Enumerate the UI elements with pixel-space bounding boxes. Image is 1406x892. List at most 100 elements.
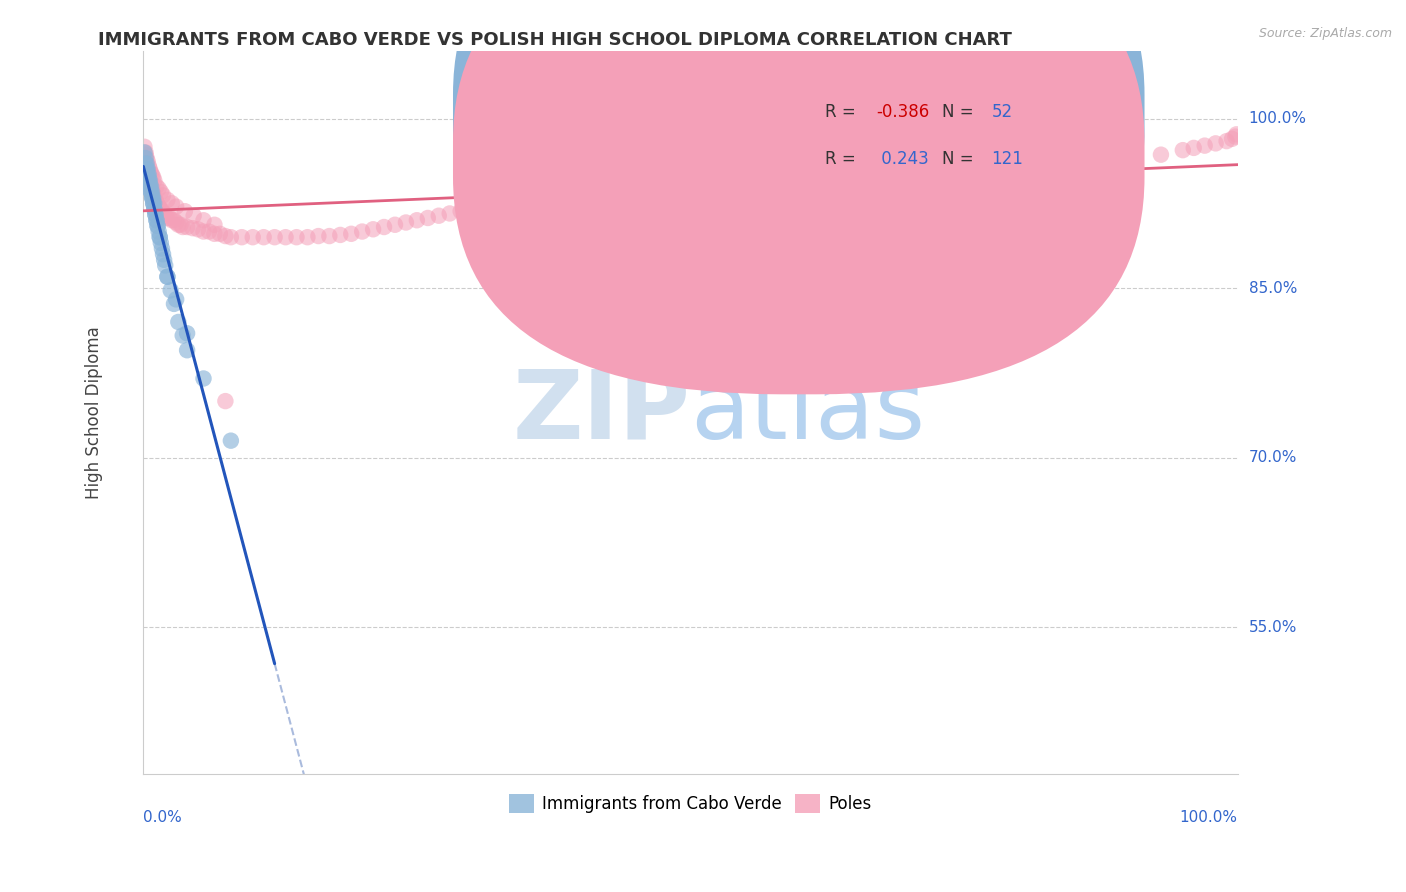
Point xyxy=(756,185,779,199)
Point xyxy=(208,227,231,241)
Point xyxy=(183,209,205,223)
Point xyxy=(152,188,174,202)
Point xyxy=(395,215,418,229)
Point xyxy=(139,162,162,177)
Point xyxy=(142,185,165,199)
Point xyxy=(142,191,165,205)
Point xyxy=(143,193,166,207)
Point xyxy=(193,371,215,385)
Point xyxy=(1225,129,1247,144)
Point xyxy=(548,202,571,216)
Point xyxy=(139,174,162,188)
Point xyxy=(167,218,190,232)
Point xyxy=(135,157,157,171)
Point xyxy=(141,181,163,195)
Point xyxy=(159,283,181,297)
Point xyxy=(187,222,209,236)
Point xyxy=(136,162,159,177)
Point xyxy=(156,211,179,225)
Point xyxy=(439,206,461,220)
Point xyxy=(150,204,173,219)
Point xyxy=(204,218,226,232)
Text: 55.0%: 55.0% xyxy=(1249,620,1296,635)
Point xyxy=(167,315,190,329)
Point xyxy=(1194,138,1216,153)
Point xyxy=(624,195,647,210)
Point xyxy=(876,177,898,191)
Point xyxy=(920,174,942,188)
Point xyxy=(592,197,614,211)
Text: 52: 52 xyxy=(991,103,1012,121)
Point xyxy=(193,225,215,239)
Point xyxy=(135,162,157,177)
Point xyxy=(156,269,179,284)
Point xyxy=(340,227,363,241)
Point xyxy=(1205,136,1227,151)
Point xyxy=(138,159,160,173)
Point xyxy=(193,213,215,227)
Point xyxy=(138,168,160,182)
Point xyxy=(134,140,156,154)
Point xyxy=(165,200,187,214)
Point xyxy=(155,209,177,223)
Point xyxy=(471,202,494,216)
Point xyxy=(148,225,170,239)
Point xyxy=(135,157,157,171)
Point xyxy=(145,179,167,194)
Point xyxy=(150,242,173,256)
Point xyxy=(307,229,329,244)
FancyBboxPatch shape xyxy=(453,0,1144,394)
Point xyxy=(789,181,811,195)
Point xyxy=(163,297,186,311)
Point xyxy=(176,343,198,358)
Point xyxy=(832,179,855,194)
Text: 85.0%: 85.0% xyxy=(1249,281,1296,295)
Point xyxy=(1182,141,1205,155)
Point xyxy=(135,151,157,165)
Point xyxy=(143,191,166,205)
Point xyxy=(156,269,179,284)
Point xyxy=(149,202,172,216)
Point xyxy=(219,230,242,244)
Point xyxy=(136,168,159,182)
Legend: Immigrants from Cabo Verde, Poles: Immigrants from Cabo Verde, Poles xyxy=(502,788,879,820)
Point xyxy=(690,191,713,205)
Point xyxy=(138,174,160,188)
Text: ZIP: ZIP xyxy=(513,366,690,458)
Point xyxy=(165,215,187,229)
Point xyxy=(148,181,170,195)
Point xyxy=(160,196,183,211)
Point xyxy=(142,196,165,211)
Point xyxy=(1008,166,1031,180)
Point xyxy=(138,174,160,188)
Point xyxy=(263,230,285,244)
Point xyxy=(176,326,198,341)
Point xyxy=(515,202,537,216)
Point xyxy=(141,191,163,205)
Point xyxy=(145,213,167,227)
Point xyxy=(139,179,162,194)
Point xyxy=(136,162,159,177)
Point xyxy=(139,179,162,194)
Point xyxy=(139,166,162,180)
Point xyxy=(416,211,439,225)
Point xyxy=(149,230,172,244)
Point xyxy=(1225,128,1247,142)
Point xyxy=(1116,152,1139,166)
Point xyxy=(135,162,157,177)
Point xyxy=(139,179,162,194)
Point xyxy=(204,227,226,241)
Point xyxy=(155,259,177,273)
Point xyxy=(1215,134,1237,148)
Point xyxy=(138,170,160,185)
Point xyxy=(723,188,745,202)
Text: 100.0%: 100.0% xyxy=(1249,111,1306,126)
Point xyxy=(352,225,374,239)
Point xyxy=(143,202,166,216)
Point xyxy=(569,200,592,214)
Point xyxy=(482,202,505,216)
Point xyxy=(153,206,176,220)
Point xyxy=(142,196,165,211)
Point xyxy=(146,219,169,233)
Point xyxy=(134,145,156,160)
